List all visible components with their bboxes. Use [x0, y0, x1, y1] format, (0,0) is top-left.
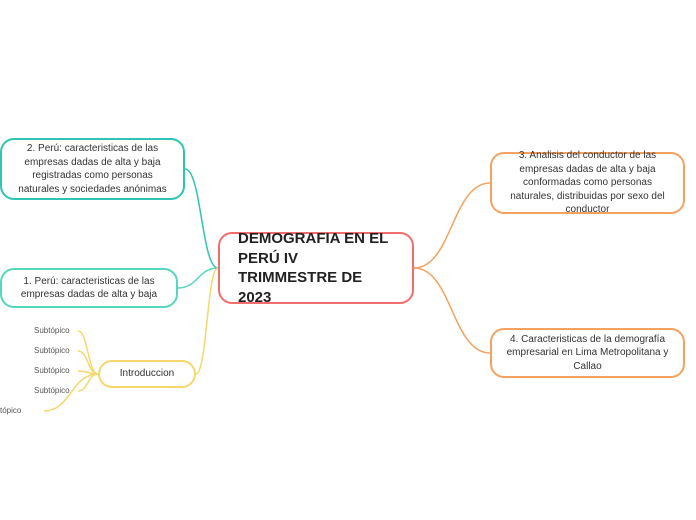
- central-node-text: DEMOGRAFIA EN EL PERÚ IV TRIMMESTRE DE 2…: [238, 229, 394, 307]
- branch-node-text: 2. Perú: caracteristicas de las empresas…: [16, 142, 169, 196]
- branch-node-text: 1. Perú: caracteristicas de las empresas…: [16, 275, 162, 302]
- branch-node-n3[interactable]: 3. Analisis del conductor de las empresa…: [490, 152, 685, 214]
- branch-node-n2[interactable]: 2. Perú: caracteristicas de las empresas…: [0, 138, 185, 200]
- branch-node-text: 3. Analisis del conductor de las empresa…: [506, 149, 669, 217]
- branch-node-n1[interactable]: 1. Perú: caracteristicas de las empresas…: [0, 268, 178, 308]
- branch-node-text: Introduccion: [120, 367, 174, 381]
- subtopic[interactable]: Subtópico: [34, 346, 70, 355]
- branch-node-text: 4. Caracteristicas de la demografía empr…: [506, 333, 669, 374]
- subtopic[interactable]: Subtópico: [34, 326, 70, 335]
- subtopic[interactable]: tópico: [0, 406, 21, 415]
- branch-node-n4[interactable]: 4. Caracteristicas de la demografía empr…: [490, 328, 685, 378]
- branch-node-intro[interactable]: Introduccion: [98, 360, 196, 388]
- subtopic[interactable]: Subtópico: [34, 386, 70, 395]
- subtopic[interactable]: Subtópico: [34, 366, 70, 375]
- central-node[interactable]: DEMOGRAFIA EN EL PERÚ IV TRIMMESTRE DE 2…: [218, 232, 414, 304]
